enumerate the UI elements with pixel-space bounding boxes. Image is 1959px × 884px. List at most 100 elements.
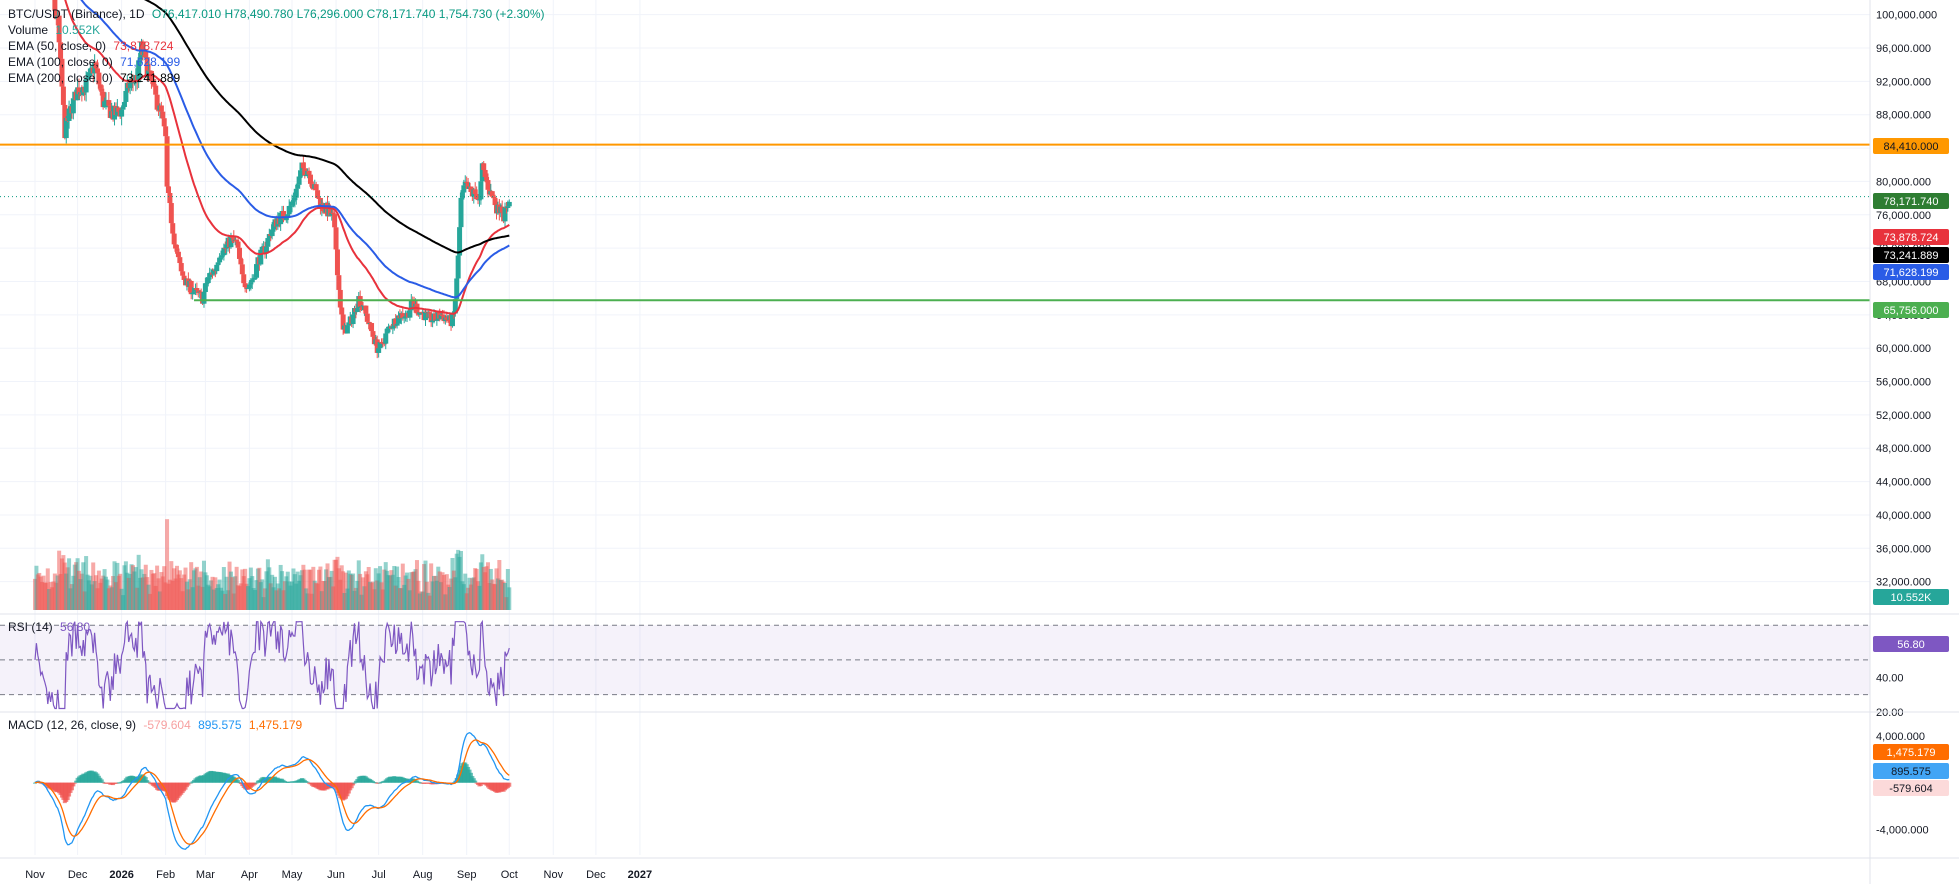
- candle-body: [336, 275, 342, 290]
- macd-histogram-bar: [478, 782, 483, 786]
- candle-body: [219, 255, 225, 257]
- price-tick-label: 76,000.000: [1876, 210, 1931, 222]
- candle-body: [252, 277, 258, 279]
- legend-macd[interactable]: MACD (12, 26, close, 9) -579.604 895.575…: [8, 718, 306, 732]
- candle-body: [479, 163, 485, 182]
- candle-body: [457, 227, 463, 256]
- candle-body: [438, 314, 444, 319]
- candle-body: [306, 170, 312, 175]
- candle-body: [121, 101, 127, 107]
- time-tick-label[interactable]: May: [282, 869, 303, 881]
- candle-body: [468, 186, 474, 192]
- symbol-title: BTC/USDT (Binance), 1D: [8, 7, 145, 21]
- time-tick-label[interactable]: Dec: [68, 869, 88, 881]
- time-tick-label[interactable]: Aug: [413, 869, 433, 881]
- candle-body: [86, 72, 92, 78]
- candle-body: [58, 42, 64, 59]
- macd-tick-label: -4,000.000: [1876, 824, 1929, 836]
- candle-body: [283, 218, 289, 221]
- candle-body: [408, 299, 414, 311]
- horizontal-levels[interactable]: [0, 143, 1870, 302]
- volume-bar: [503, 583, 508, 610]
- last-price-tag: 78,171.740: [1883, 196, 1938, 208]
- macd-histogram-bar: [71, 782, 76, 787]
- legend-symbol[interactable]: BTC/USDT (Binance), 1D O76,417.010 H78,4…: [8, 7, 548, 21]
- macd-histogram-bar: [414, 780, 419, 783]
- time-tick-label[interactable]: Feb: [156, 869, 175, 881]
- candle-body: [290, 200, 296, 202]
- price-tick-label: 80,000.000: [1876, 176, 1931, 188]
- candle-body: [423, 311, 428, 321]
- candle-body: [228, 236, 234, 248]
- candle-body: [175, 251, 181, 258]
- candle-body: [173, 244, 179, 249]
- candle-body: [242, 283, 248, 288]
- volume-bar: [189, 562, 194, 610]
- candle-body: [161, 118, 167, 127]
- candle-body: [165, 186, 171, 194]
- legend-rsi[interactable]: RSI (14) 56.80: [8, 620, 94, 634]
- candle-body: [454, 278, 460, 300]
- resistance-tag: 84,410.000: [1883, 141, 1938, 153]
- candle-body: [440, 314, 446, 316]
- candle-body: [465, 182, 471, 189]
- price-tick-label: 48,000.000: [1876, 443, 1931, 455]
- time-tick-label[interactable]: Mar: [196, 869, 215, 881]
- legend-volume[interactable]: Volume 10.552K: [8, 23, 104, 37]
- legend-ema100[interactable]: EMA (100, close, 0) 71,628.199: [8, 55, 184, 69]
- candle-body: [428, 313, 434, 323]
- candle-body: [317, 198, 323, 209]
- candle-body: [131, 82, 137, 84]
- candle-body: [354, 308, 360, 312]
- time-tick-label[interactable]: Oct: [501, 869, 518, 881]
- macd-histogram-bar: [351, 782, 356, 786]
- time-tick-label[interactable]: Nov: [25, 869, 45, 881]
- macd-histogram-bar: [507, 782, 512, 787]
- time-tick-label[interactable]: Jun: [327, 869, 345, 881]
- candle-body: [366, 321, 372, 325]
- candle-body: [491, 196, 497, 199]
- candle-body: [499, 206, 505, 213]
- macd-histogram-bar: [305, 781, 310, 783]
- candle-body: [119, 109, 125, 117]
- ema100-tag-bg: [1873, 264, 1949, 280]
- ema100-line: [80, 0, 510, 299]
- time-tick-label[interactable]: Apr: [241, 869, 258, 881]
- candle-body: [231, 237, 237, 241]
- candle-body: [484, 177, 490, 181]
- time-tick-label[interactable]: 2026: [109, 869, 133, 881]
- candle-body: [383, 333, 389, 344]
- volume-bar: [318, 566, 323, 610]
- candle-body: [309, 183, 315, 187]
- volume-bar: [221, 567, 226, 610]
- price-tags: 84,410.000 78,171.740 73,878.724 73,241.889…: [1873, 138, 1949, 796]
- candle-body: [481, 163, 487, 170]
- legend-ema200[interactable]: EMA (200, close, 0) 73,241.889: [8, 71, 184, 85]
- candle-body: [147, 70, 153, 72]
- time-tick-label[interactable]: 2027: [628, 869, 652, 881]
- time-axis[interactable]: Nov Dec 2026 Feb Mar Apr May Jun Jul Aug Sep Oct Nov…: [0, 857, 1959, 881]
- time-tick-label[interactable]: Nov: [544, 869, 564, 881]
- time-tick-label[interactable]: Dec: [586, 869, 606, 881]
- legend-ema50[interactable]: EMA (50, close, 0) 73,878.724: [8, 39, 177, 53]
- candle-body: [381, 343, 387, 345]
- candle-body: [489, 191, 495, 197]
- candle-body: [315, 190, 321, 199]
- candle-body: [94, 68, 100, 73]
- price-tick-label: 40,000.000: [1876, 510, 1931, 522]
- volume-bar: [358, 573, 363, 610]
- rsi-tick-label: 40.00: [1876, 672, 1904, 684]
- ema200-tag: 73,241.889: [1883, 250, 1938, 262]
- candle-body: [369, 323, 375, 332]
- candle-body: [164, 136, 170, 187]
- price-tick-label: 32,000.000: [1876, 577, 1931, 589]
- time-tick-label[interactable]: Sep: [457, 869, 477, 881]
- time-tick-label[interactable]: Jul: [372, 869, 386, 881]
- candle-body: [177, 257, 183, 264]
- candle-body: [204, 283, 210, 285]
- candle-body: [333, 227, 339, 250]
- macd-histogram-bar: [370, 780, 375, 783]
- volume-bar: [441, 574, 446, 610]
- candle-body: [168, 203, 174, 224]
